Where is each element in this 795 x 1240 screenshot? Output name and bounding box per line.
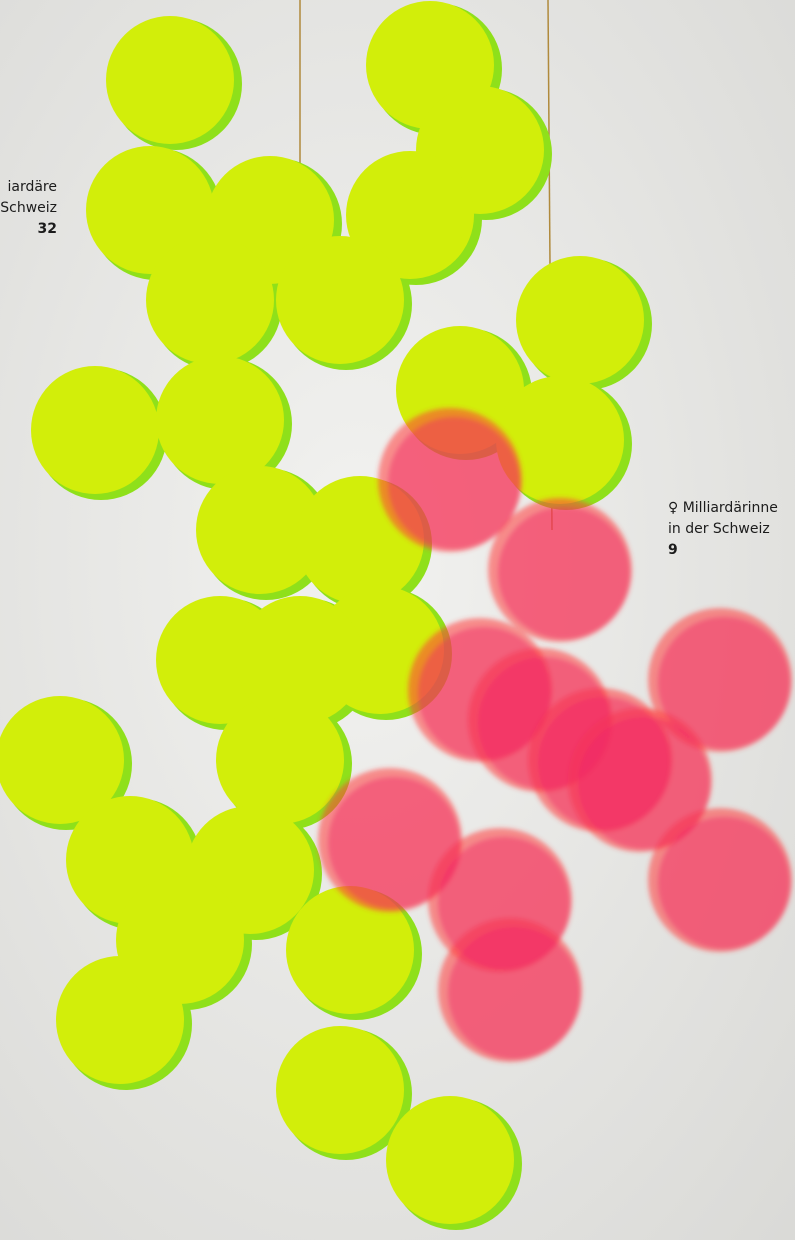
label-line: ♀ Milliardärinne [668,500,778,516]
disc [116,876,244,1004]
disc [276,1026,404,1154]
disc [386,1096,514,1224]
pink-shapes [318,408,792,1062]
disc [498,507,630,639]
disc [658,817,790,949]
disc [448,927,580,1059]
disc [216,696,344,824]
disc [346,151,474,279]
disc [658,617,790,749]
label-line: in der Schweiz [668,521,770,537]
yellow-shapes [0,1,652,1230]
disc [236,596,364,724]
disc [328,777,460,909]
label-number: 9 [668,542,678,558]
disc [106,16,234,144]
label-left: iardäre Schweiz 32 [0,179,57,237]
disc [0,696,124,824]
disc [31,366,159,494]
disc [156,356,284,484]
disc [538,697,670,829]
label-number: 32 [38,221,57,237]
disc [496,376,624,504]
label-line: Schweiz [0,200,57,216]
disc [516,256,644,384]
label-right: ♀ Milliardärinne in der Schweiz 9 [668,500,778,558]
disc [196,466,324,594]
label-line: iardäre [7,179,57,195]
disc [146,236,274,364]
disc [276,236,404,364]
disc [86,146,214,274]
disc [388,417,520,549]
disc [286,886,414,1014]
